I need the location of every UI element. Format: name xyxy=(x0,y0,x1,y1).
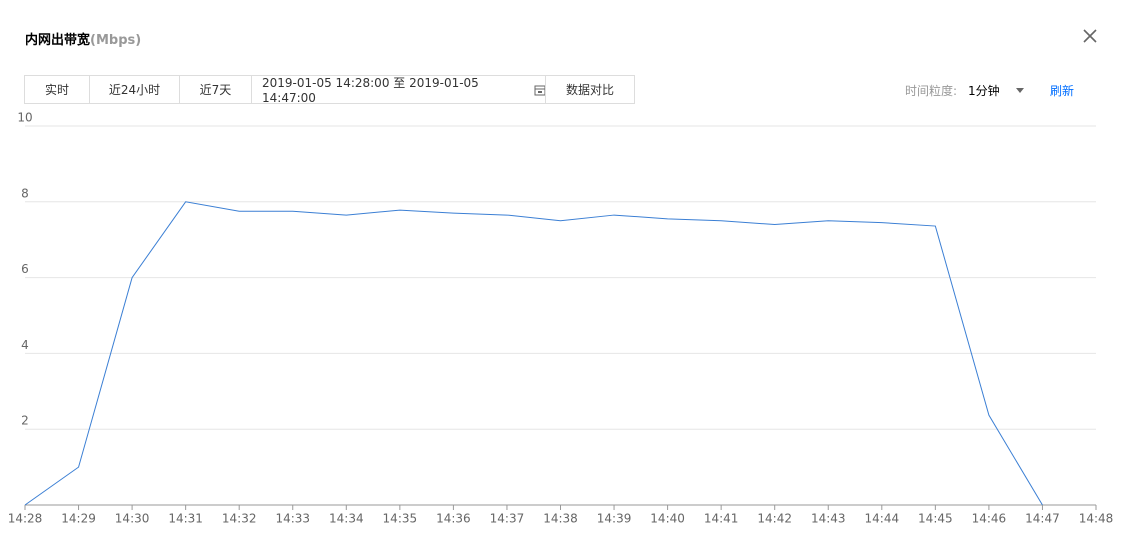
x-tick-label: 14:32 xyxy=(222,512,257,526)
close-button[interactable] xyxy=(1080,26,1100,46)
x-tick-label: 14:35 xyxy=(383,512,418,526)
y-tick-label: 4 xyxy=(21,338,29,352)
unit: (Mbps) xyxy=(90,33,142,48)
compare-button[interactable]: 数据对比 xyxy=(545,75,635,104)
title-text: 内网出带宽 xyxy=(25,33,91,48)
y-tick-label: 10 xyxy=(17,111,32,125)
tab[interactable]: 近7天 xyxy=(179,75,252,104)
date-range: 2019-01-05 14:28:00 至 2019-01-05 14:47:0… xyxy=(262,76,479,105)
toolbar: 实时 近24小时 近7天 2019-01-05 14:28:00 至 2019-… xyxy=(24,75,635,105)
x-tick-label: 14:33 xyxy=(275,512,310,526)
x-tick-label: 14:39 xyxy=(597,512,632,526)
x-tick-label: 14:34 xyxy=(329,512,364,526)
x-tick-label: 14:29 xyxy=(61,512,96,526)
tab[interactable]: 近24小时 xyxy=(89,75,180,104)
y-tick-label: 6 xyxy=(21,262,29,276)
x-tick-label: 14:36 xyxy=(436,512,471,526)
title: 内网出带宽(Mbps) xyxy=(25,29,141,48)
x-tick-label: 14:30 xyxy=(115,512,150,526)
tab[interactable]: 实时 xyxy=(24,75,90,104)
x-tick-label: 14:40 xyxy=(650,512,685,526)
x-tick-label: 14:38 xyxy=(543,512,578,526)
x-tick-label: 14:45 xyxy=(918,512,953,526)
x-tick-label: 14:28 xyxy=(8,512,43,526)
x-tick-label: 14:42 xyxy=(757,512,792,526)
granularity-label: 时间粒度: xyxy=(905,84,958,98)
x-tick-label: 14:41 xyxy=(704,512,739,526)
x-tick-label: 14:48 xyxy=(1079,512,1114,526)
refresh-link[interactable]: 刷新 xyxy=(1050,84,1075,98)
line-series xyxy=(24,201,1043,506)
x-tick-label: 14:37 xyxy=(490,512,525,526)
y-tick-label: 8 xyxy=(21,186,29,200)
x-tick-label: 14:46 xyxy=(972,512,1007,526)
granularity-select[interactable]: 1分钟 xyxy=(968,84,1000,98)
y-tick-label: 2 xyxy=(21,414,29,428)
date-picker[interactable]: 2019-01-05 14:28:00 至 2019-01-05 14:47:0… xyxy=(251,75,546,105)
x-tick-label: 14:44 xyxy=(865,512,900,526)
x-tick-label: 14:47 xyxy=(1025,512,1060,526)
x-tick-label: 14:31 xyxy=(168,512,203,526)
calendar-icon xyxy=(534,85,545,95)
dropdown-arrow[interactable] xyxy=(1016,88,1024,93)
x-tick-label: 14:43 xyxy=(811,512,846,526)
